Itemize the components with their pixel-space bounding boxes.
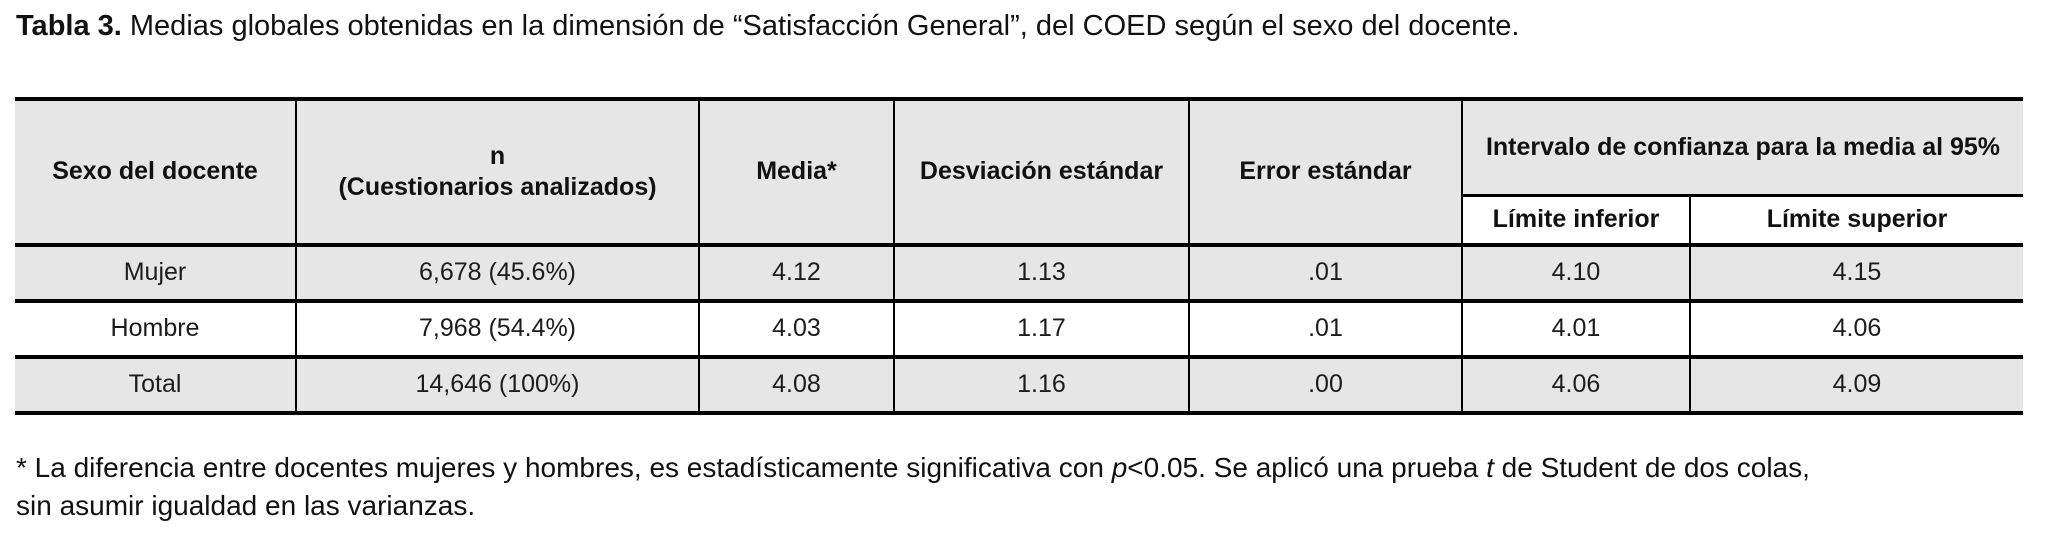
cell-sexo: Mujer [15,245,296,301]
cell-limite-superior: 4.06 [1689,301,2023,357]
cell-desviacion: 1.13 [893,245,1189,301]
table-caption: Tabla 3. Medias globales obtenidas en la… [16,9,2042,44]
data-table: Sexo del docente n (Cuestionarios analiz… [15,97,2023,415]
col-header-n-description: (Cuestionarios analizados) [338,173,657,201]
cell-media: 4.08 [698,357,894,413]
table-body: Mujer 6,678 (45.6%) 4.12 1.13 .01 4.10 4… [15,245,2023,413]
col-header-intervalo-confianza: Intervalo de confianza para la media al … [1461,99,2023,197]
col-header-media: Media* [698,99,894,245]
cell-desviacion: 1.17 [893,301,1189,357]
table-caption-text: Medias globales obtenidas en la dimensió… [121,10,1520,42]
table-row-total: Total 14,646 (100%) 4.08 1.16 .00 4.06 4… [15,357,2023,413]
cell-n: 6,678 (45.6%) [295,245,699,301]
header-row-main: Sexo del docente n (Cuestionarios analiz… [15,99,2023,245]
cell-limite-inferior: 4.01 [1461,301,1690,357]
table-row-mujer: Mujer 6,678 (45.6%) 4.12 1.13 .01 4.10 4… [15,245,2023,301]
cell-error: .01 [1188,301,1462,357]
table-caption-number: Tabla 3. [16,10,122,42]
table-footnote: * La diferencia entre docentes mujeres y… [16,449,2046,524]
cell-media: 4.12 [698,245,894,301]
cell-error: .01 [1188,245,1462,301]
header-row-sub: Límite inferior Límite superior [15,195,2023,245]
footnote-text: <0.05. Se aplicó una prueba [1127,452,1487,483]
col-header-error: Error estándar [1188,99,1462,245]
cell-sexo: Total [15,357,296,413]
cell-error: .00 [1188,357,1462,413]
cell-limite-inferior: 4.10 [1461,245,1690,301]
footnote-p-variable: p [1111,452,1128,483]
col-header-desviacion: Desviación estándar [893,99,1189,245]
col-header-n: n (Cuestionarios analizados) [295,99,699,245]
cell-media: 4.03 [698,301,894,357]
cell-limite-superior: 4.15 [1689,245,2023,301]
col-header-sexo: Sexo del docente [15,99,296,245]
col-header-n-symbol: n [489,141,506,170]
cell-limite-inferior: 4.06 [1461,357,1690,413]
cell-sexo: Hombre [15,301,296,357]
footnote-text-line2: sin asumir igualdad en las varianzas. [16,489,476,521]
col-header-limite-superior: Límite superior [1689,195,2023,245]
table-row-hombre: Hombre 7,968 (54.4%) 4.03 1.17 .01 4.01 … [15,301,2023,357]
footnote-text: * La diferencia entre docentes mujeres y… [16,452,1112,483]
footnote-t-variable: t [1486,452,1494,483]
cell-n: 14,646 (100%) [295,357,699,413]
cell-limite-superior: 4.09 [1689,357,2023,413]
footnote-text: de Student de dos colas, [1493,452,1810,483]
cell-desviacion: 1.16 [893,357,1189,413]
col-header-limite-inferior: Límite inferior [1461,195,1690,245]
cell-n: 7,968 (54.4%) [295,301,699,357]
table-header: Sexo del docente n (Cuestionarios analiz… [15,99,2023,245]
